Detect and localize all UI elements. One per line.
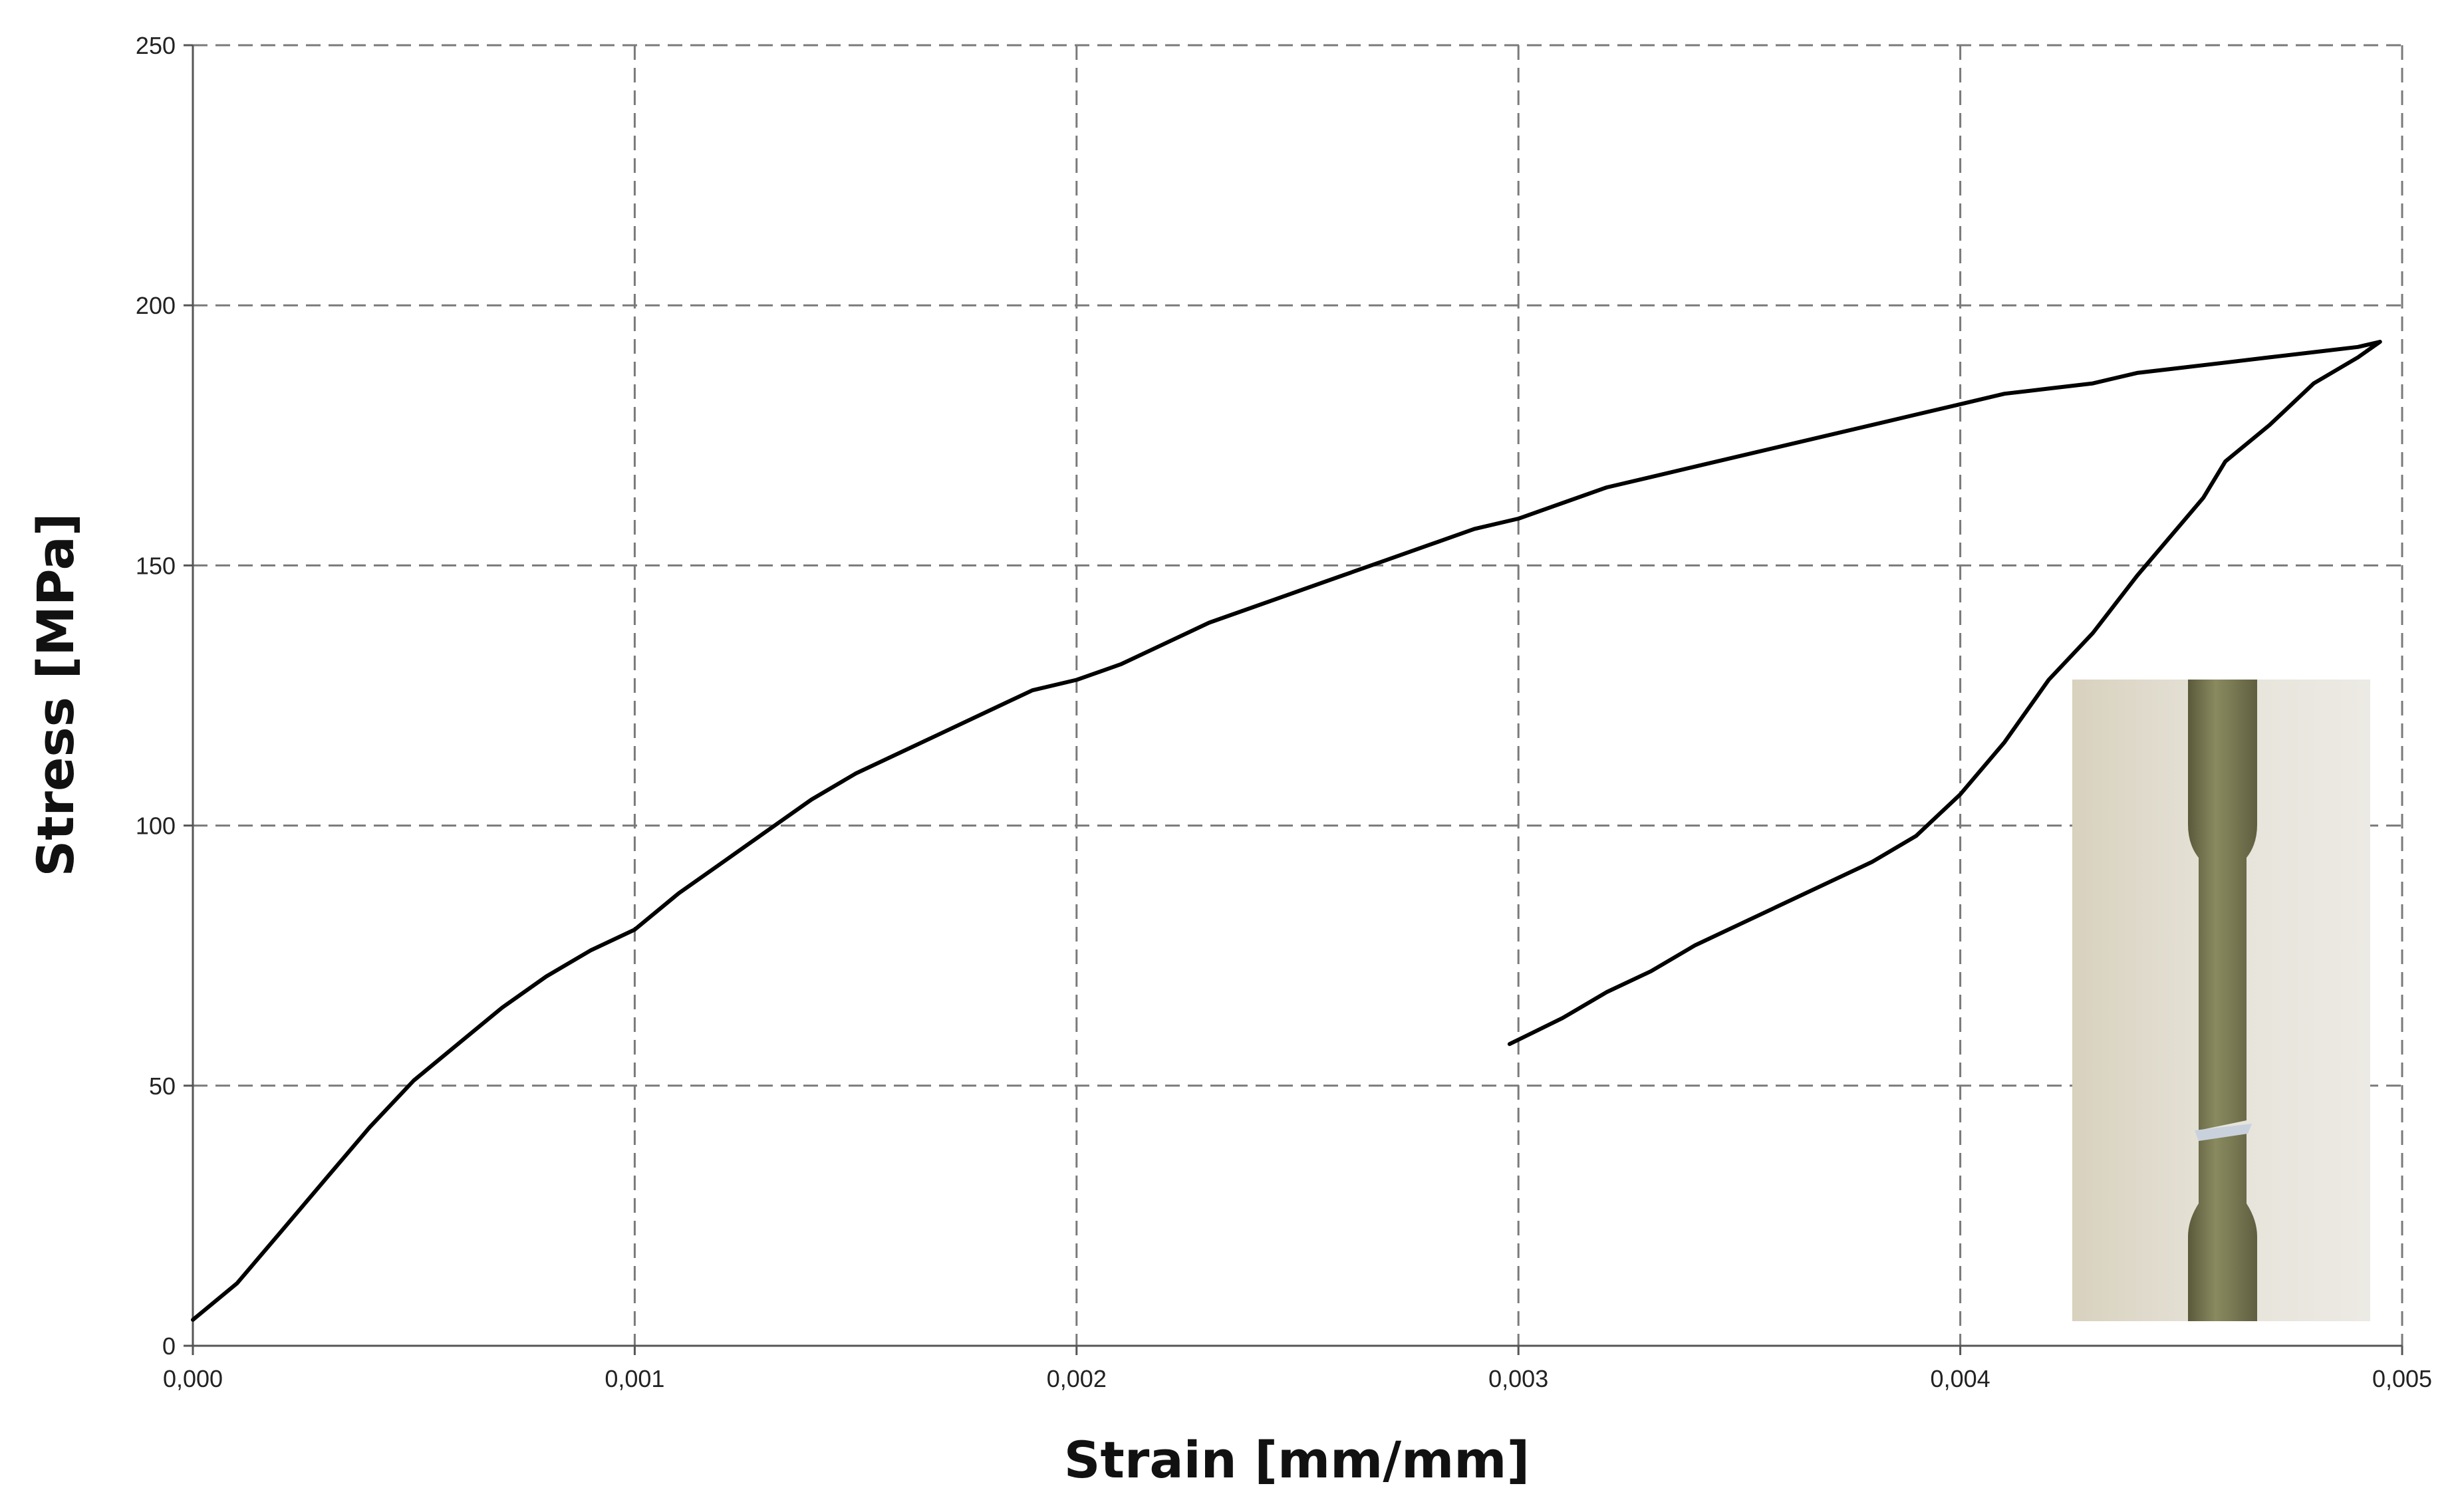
x-tick-label: 0,003 bbox=[1488, 1365, 1548, 1392]
y-tick-label: 100 bbox=[136, 813, 176, 840]
x-tick-label: 0,004 bbox=[1931, 1365, 1990, 1392]
x-axis-title: Strain [mm/mm] bbox=[1064, 1430, 1530, 1489]
y-tick-label: 250 bbox=[136, 32, 176, 59]
x-tick-label: 0,005 bbox=[2372, 1365, 2432, 1392]
y-tick-label: 200 bbox=[136, 292, 176, 319]
y-tick-label: 50 bbox=[149, 1072, 176, 1100]
grid-lines bbox=[193, 44, 2403, 1346]
y-tick-label: 0 bbox=[162, 1332, 176, 1360]
y-tick-label: 150 bbox=[136, 552, 176, 579]
axes bbox=[184, 44, 2403, 1355]
data-series bbox=[191, 340, 2382, 1322]
tick-labels: 0,000 0,001 0,002 0,003 0,004 0,005 0 50 100 150 2… bbox=[136, 32, 2432, 1392]
y-axis-title: Stress [MPa] bbox=[26, 513, 85, 876]
x-tick-label: 0,000 bbox=[163, 1365, 223, 1392]
x-tick-label: 0,002 bbox=[1047, 1365, 1107, 1392]
series-line-0 bbox=[191, 340, 2382, 1322]
specimen-photo-inset bbox=[2072, 680, 2370, 1321]
x-tick-label: 0,001 bbox=[605, 1365, 664, 1392]
